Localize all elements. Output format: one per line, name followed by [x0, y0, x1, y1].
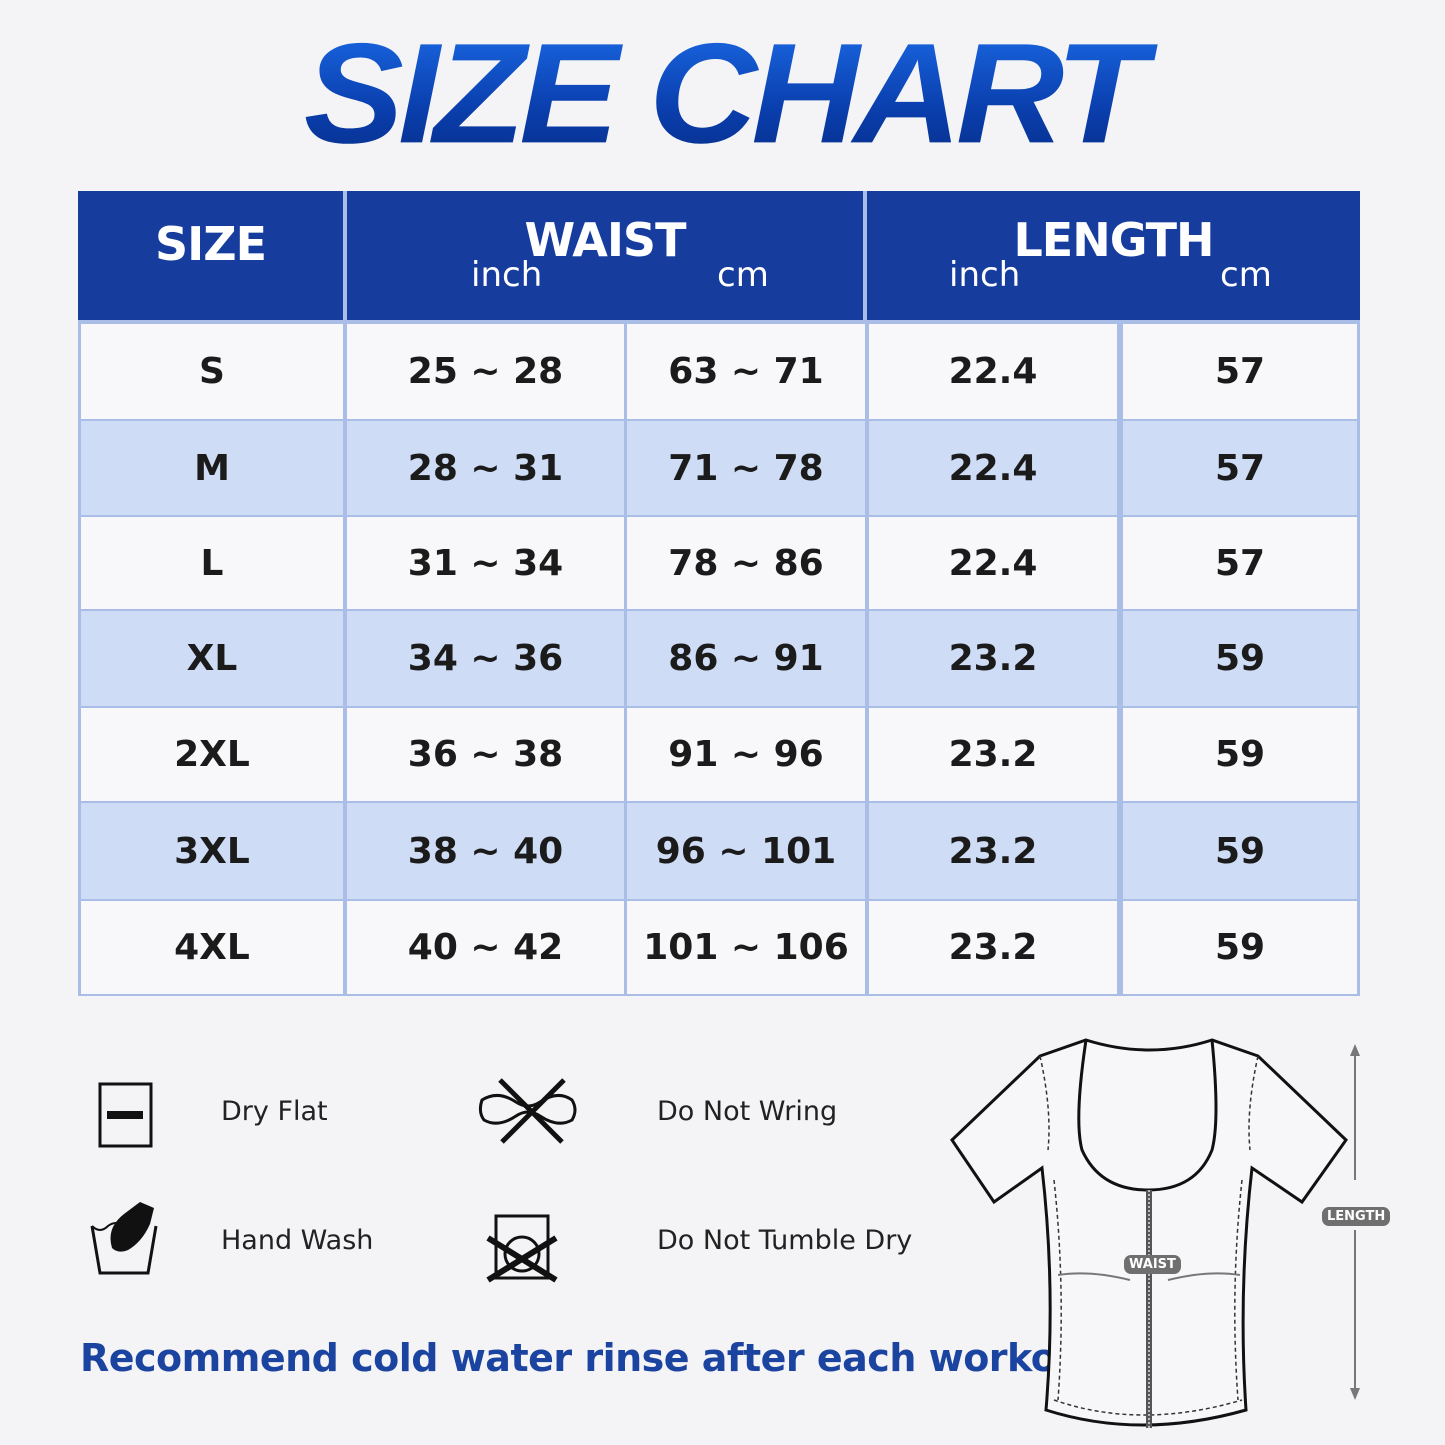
size-table: SIZE WAIST inch cm LENGTH inch cm S 25 ~ …: [78, 191, 1360, 996]
table-cell: 23.2: [869, 901, 1117, 994]
waist-cm-label: cm: [717, 255, 769, 295]
table-cell: 59: [1123, 901, 1357, 994]
care-label-hand-wash: Hand Wash: [221, 1225, 374, 1256]
size-header-label: SIZE: [154, 217, 267, 271]
dry-flat-icon: [98, 1082, 153, 1148]
waist-measure-label: WAIST: [1124, 1255, 1181, 1274]
care-label-do-not-tumble-dry: Do Not Tumble Dry: [657, 1225, 913, 1256]
table-cell: 22.4: [869, 324, 1117, 419]
table-cell: 31 ~ 34: [347, 517, 624, 609]
do-not-wring-icon: [478, 1078, 577, 1144]
table-cell: 34 ~ 36: [347, 611, 624, 706]
table-cell: 4XL: [81, 901, 343, 994]
table-cell: 59: [1123, 803, 1357, 899]
table-cell: 23.2: [869, 611, 1117, 706]
do-not-tumble-dry-icon: [486, 1214, 558, 1283]
length-measure-label: LENGTH: [1322, 1207, 1391, 1226]
length-cm-label: cm: [1220, 255, 1272, 295]
header-size: SIZE: [78, 191, 343, 320]
table-cell: 25 ~ 28: [347, 324, 624, 419]
header-waist: WAIST inch cm: [347, 191, 863, 320]
table-cell: 96 ~ 101: [627, 803, 865, 899]
table-cell: 59: [1123, 708, 1357, 801]
table-cell: 101 ~ 106: [627, 901, 865, 994]
table-cell: S: [81, 324, 343, 419]
table-cell: 23.2: [869, 803, 1117, 899]
header-length: LENGTH inch cm: [867, 191, 1360, 320]
table-cell: XL: [81, 611, 343, 706]
table-cell: 22.4: [869, 421, 1117, 515]
table-cell: 78 ~ 86: [627, 517, 865, 609]
table-cell: 40 ~ 42: [347, 901, 624, 994]
table-cell: 3XL: [81, 803, 343, 899]
table-cell: 28 ~ 31: [347, 421, 624, 515]
table-cell: 38 ~ 40: [347, 803, 624, 899]
waist-inch-label: inch: [471, 255, 543, 295]
table-cell: L: [81, 517, 343, 609]
table-cell: 57: [1123, 517, 1357, 609]
care-label-dry-flat: Dry Flat: [221, 1096, 328, 1127]
waist-header-label: WAIST: [524, 213, 687, 267]
table-cell: 63 ~ 71: [627, 324, 865, 419]
table-cell: 71 ~ 78: [627, 421, 865, 515]
table-cell: 36 ~ 38: [347, 708, 624, 801]
table-cell: 57: [1123, 324, 1357, 419]
length-inch-label: inch: [949, 255, 1021, 295]
care-label-do-not-wring: Do Not Wring: [657, 1096, 838, 1127]
table-cell: 23.2: [869, 708, 1117, 801]
table-cell: 59: [1123, 611, 1357, 706]
table-cell: 57: [1123, 421, 1357, 515]
table-cell: M: [81, 421, 343, 515]
garment-diagram: [950, 1038, 1360, 1428]
table-cell: 2XL: [81, 708, 343, 801]
length-header-label: LENGTH: [1013, 213, 1214, 267]
table-cell: 86 ~ 91: [627, 611, 865, 706]
page-title: SIZE CHART: [0, 22, 1445, 165]
table-cell: 22.4: [869, 517, 1117, 609]
care-recommendation: Recommend cold water rinse after each wo…: [80, 1336, 1115, 1380]
table-cell: 91 ~ 96: [627, 708, 865, 801]
hand-wash-icon: [90, 1202, 158, 1275]
